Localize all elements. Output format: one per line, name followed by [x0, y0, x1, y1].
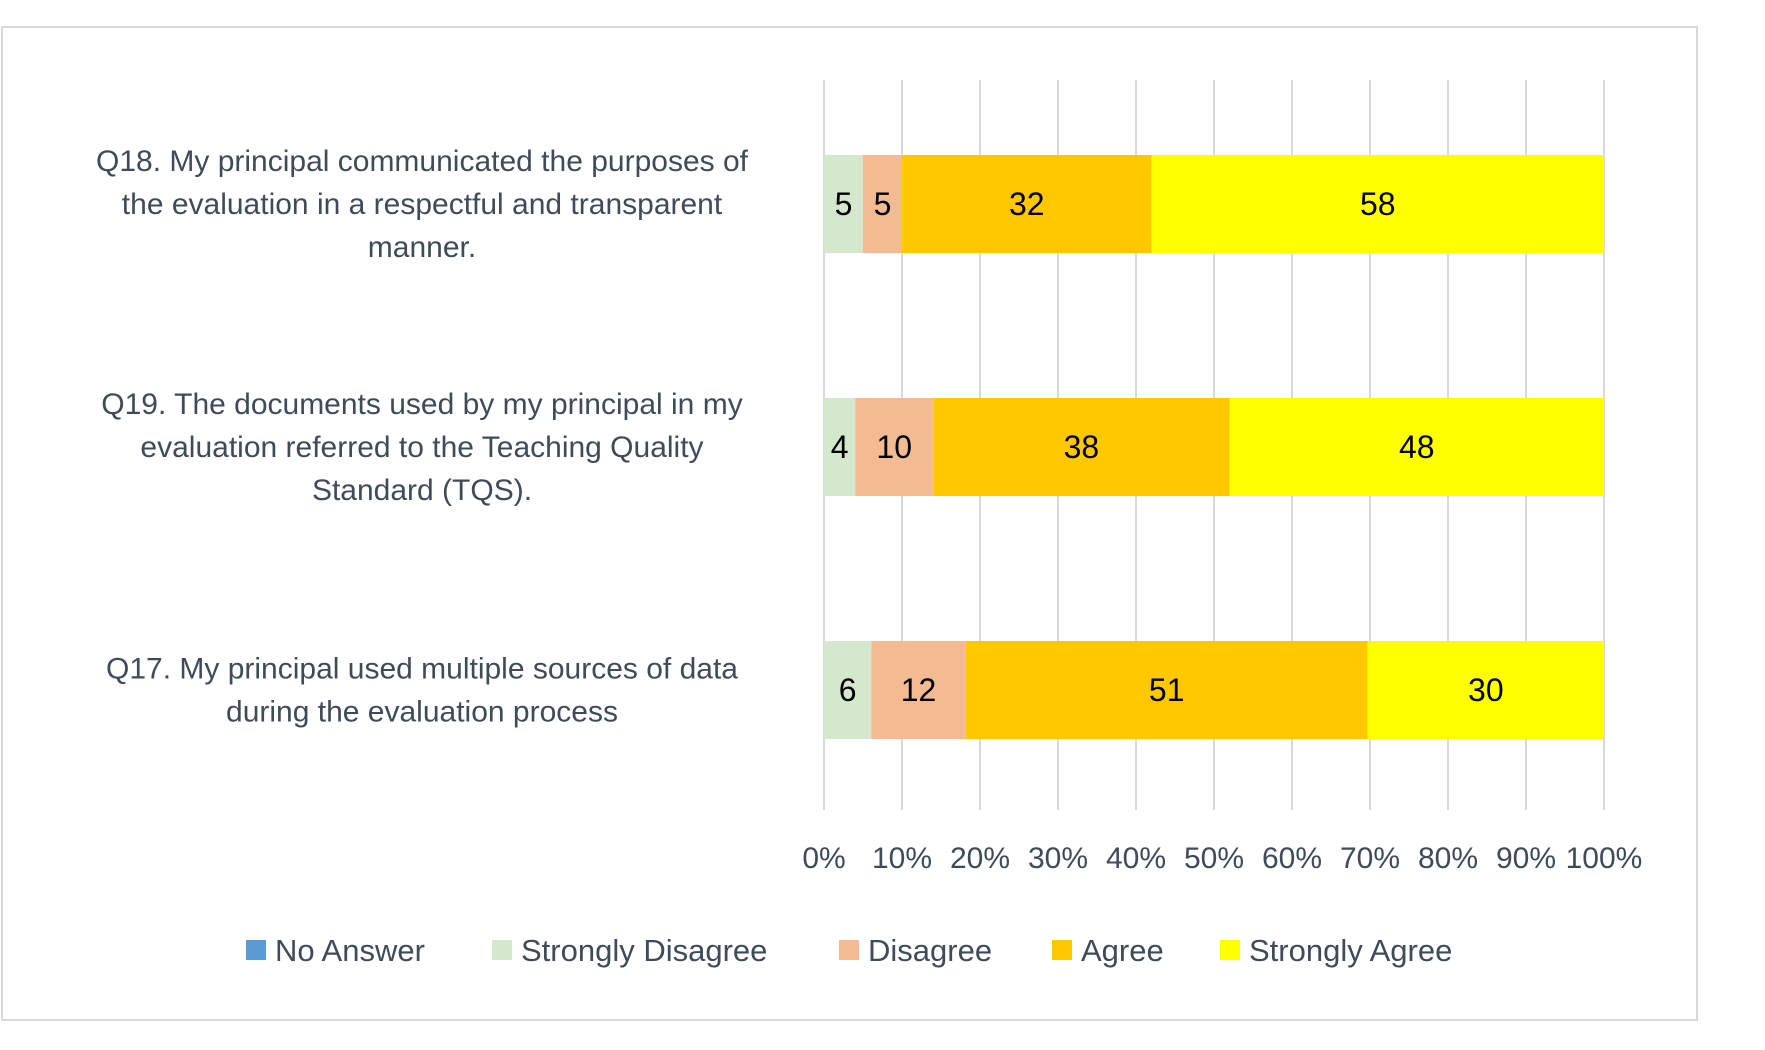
x-axis-ticks: 0% 10% 20% 30% 40% 50% 60% 70% 80% 90% 100%	[802, 842, 1642, 875]
legend-swatch	[246, 940, 266, 960]
x-tick-label: 60%	[1262, 842, 1322, 875]
data-label: 5	[874, 186, 892, 222]
data-label: 10	[876, 429, 912, 465]
legend-label: Strongly Disagree	[521, 933, 767, 968]
bar-segment	[1229, 398, 1604, 496]
category-label: the evaluation in a respectful and trans…	[122, 188, 723, 221]
bar-segment	[855, 398, 934, 496]
x-tick-label: 30%	[1028, 842, 1088, 875]
bars	[824, 155, 1604, 739]
bar-segment	[965, 641, 1368, 739]
bar-segment	[824, 155, 863, 253]
x-tick-label: 40%	[1106, 842, 1166, 875]
category-labels: Q18. My principal communicated the purpo…	[96, 145, 749, 729]
bar-segment	[1367, 641, 1604, 739]
legend-swatch	[1052, 940, 1072, 960]
data-label: 58	[1360, 186, 1396, 222]
legend-swatch	[839, 940, 859, 960]
category-label: Q17. My principal used multiple sources …	[106, 653, 738, 686]
data-label: 48	[1399, 429, 1435, 465]
data-label: 30	[1468, 672, 1504, 708]
data-label: 32	[1009, 186, 1045, 222]
bar-segment	[824, 398, 856, 496]
category-label: Q18. My principal communicated the purpo…	[96, 145, 749, 178]
data-label: 12	[901, 672, 937, 708]
x-tick-label: 100%	[1566, 842, 1643, 875]
legend-label: Strongly Agree	[1249, 933, 1452, 968]
legend-label: No Answer	[275, 933, 425, 968]
data-label: 6	[839, 672, 857, 708]
x-tick-label: 50%	[1184, 842, 1244, 875]
bar-segment	[863, 155, 902, 253]
x-tick-label: 10%	[872, 842, 932, 875]
data-label: 5	[835, 186, 853, 222]
x-tick-label: 80%	[1418, 842, 1478, 875]
data-label: 4	[831, 429, 849, 465]
x-tick-label: 0%	[802, 842, 845, 875]
category-label: during the evaluation process	[226, 696, 618, 729]
legend-label: Disagree	[868, 933, 992, 968]
category-label: evaluation referred to the Teaching Qual…	[140, 431, 703, 464]
bar-segment	[902, 155, 1152, 253]
data-labels: 5 5 32 58 4 10 38 48 6 12 51 30	[831, 186, 1504, 708]
legend-label: Agree	[1081, 933, 1164, 968]
legend: No Answer Strongly Disagree Disagree Agree S…	[246, 933, 1452, 968]
category-label: Q19. The documents used by my principal …	[101, 388, 742, 421]
legend-swatch	[1220, 940, 1240, 960]
category-label: manner.	[368, 231, 476, 264]
x-tick-label: 70%	[1340, 842, 1400, 875]
bar-segment	[824, 641, 872, 739]
bar-segment	[871, 641, 966, 739]
x-tick-label: 20%	[950, 842, 1010, 875]
x-tick-label: 90%	[1496, 842, 1556, 875]
bar-segment	[933, 398, 1230, 496]
data-label: 38	[1064, 429, 1100, 465]
category-label: Standard (TQS).	[312, 474, 532, 507]
data-label: 51	[1149, 672, 1185, 708]
legend-swatch	[492, 940, 512, 960]
bar-segment	[1151, 155, 1604, 253]
